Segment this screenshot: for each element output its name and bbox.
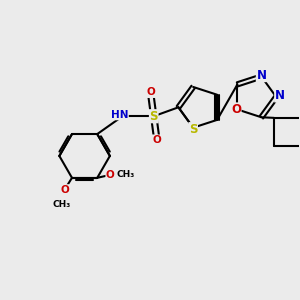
Text: CH₃: CH₃ [117, 170, 135, 179]
Text: O: O [60, 185, 69, 195]
Text: S: S [189, 123, 197, 136]
Text: CH₃: CH₃ [52, 200, 71, 209]
Text: O: O [106, 170, 115, 180]
Text: O: O [146, 88, 155, 98]
Text: O: O [152, 135, 161, 145]
Text: N: N [256, 69, 266, 82]
Text: O: O [231, 103, 241, 116]
Text: S: S [149, 110, 158, 123]
Text: HN: HN [111, 110, 128, 120]
Text: N: N [275, 89, 285, 102]
